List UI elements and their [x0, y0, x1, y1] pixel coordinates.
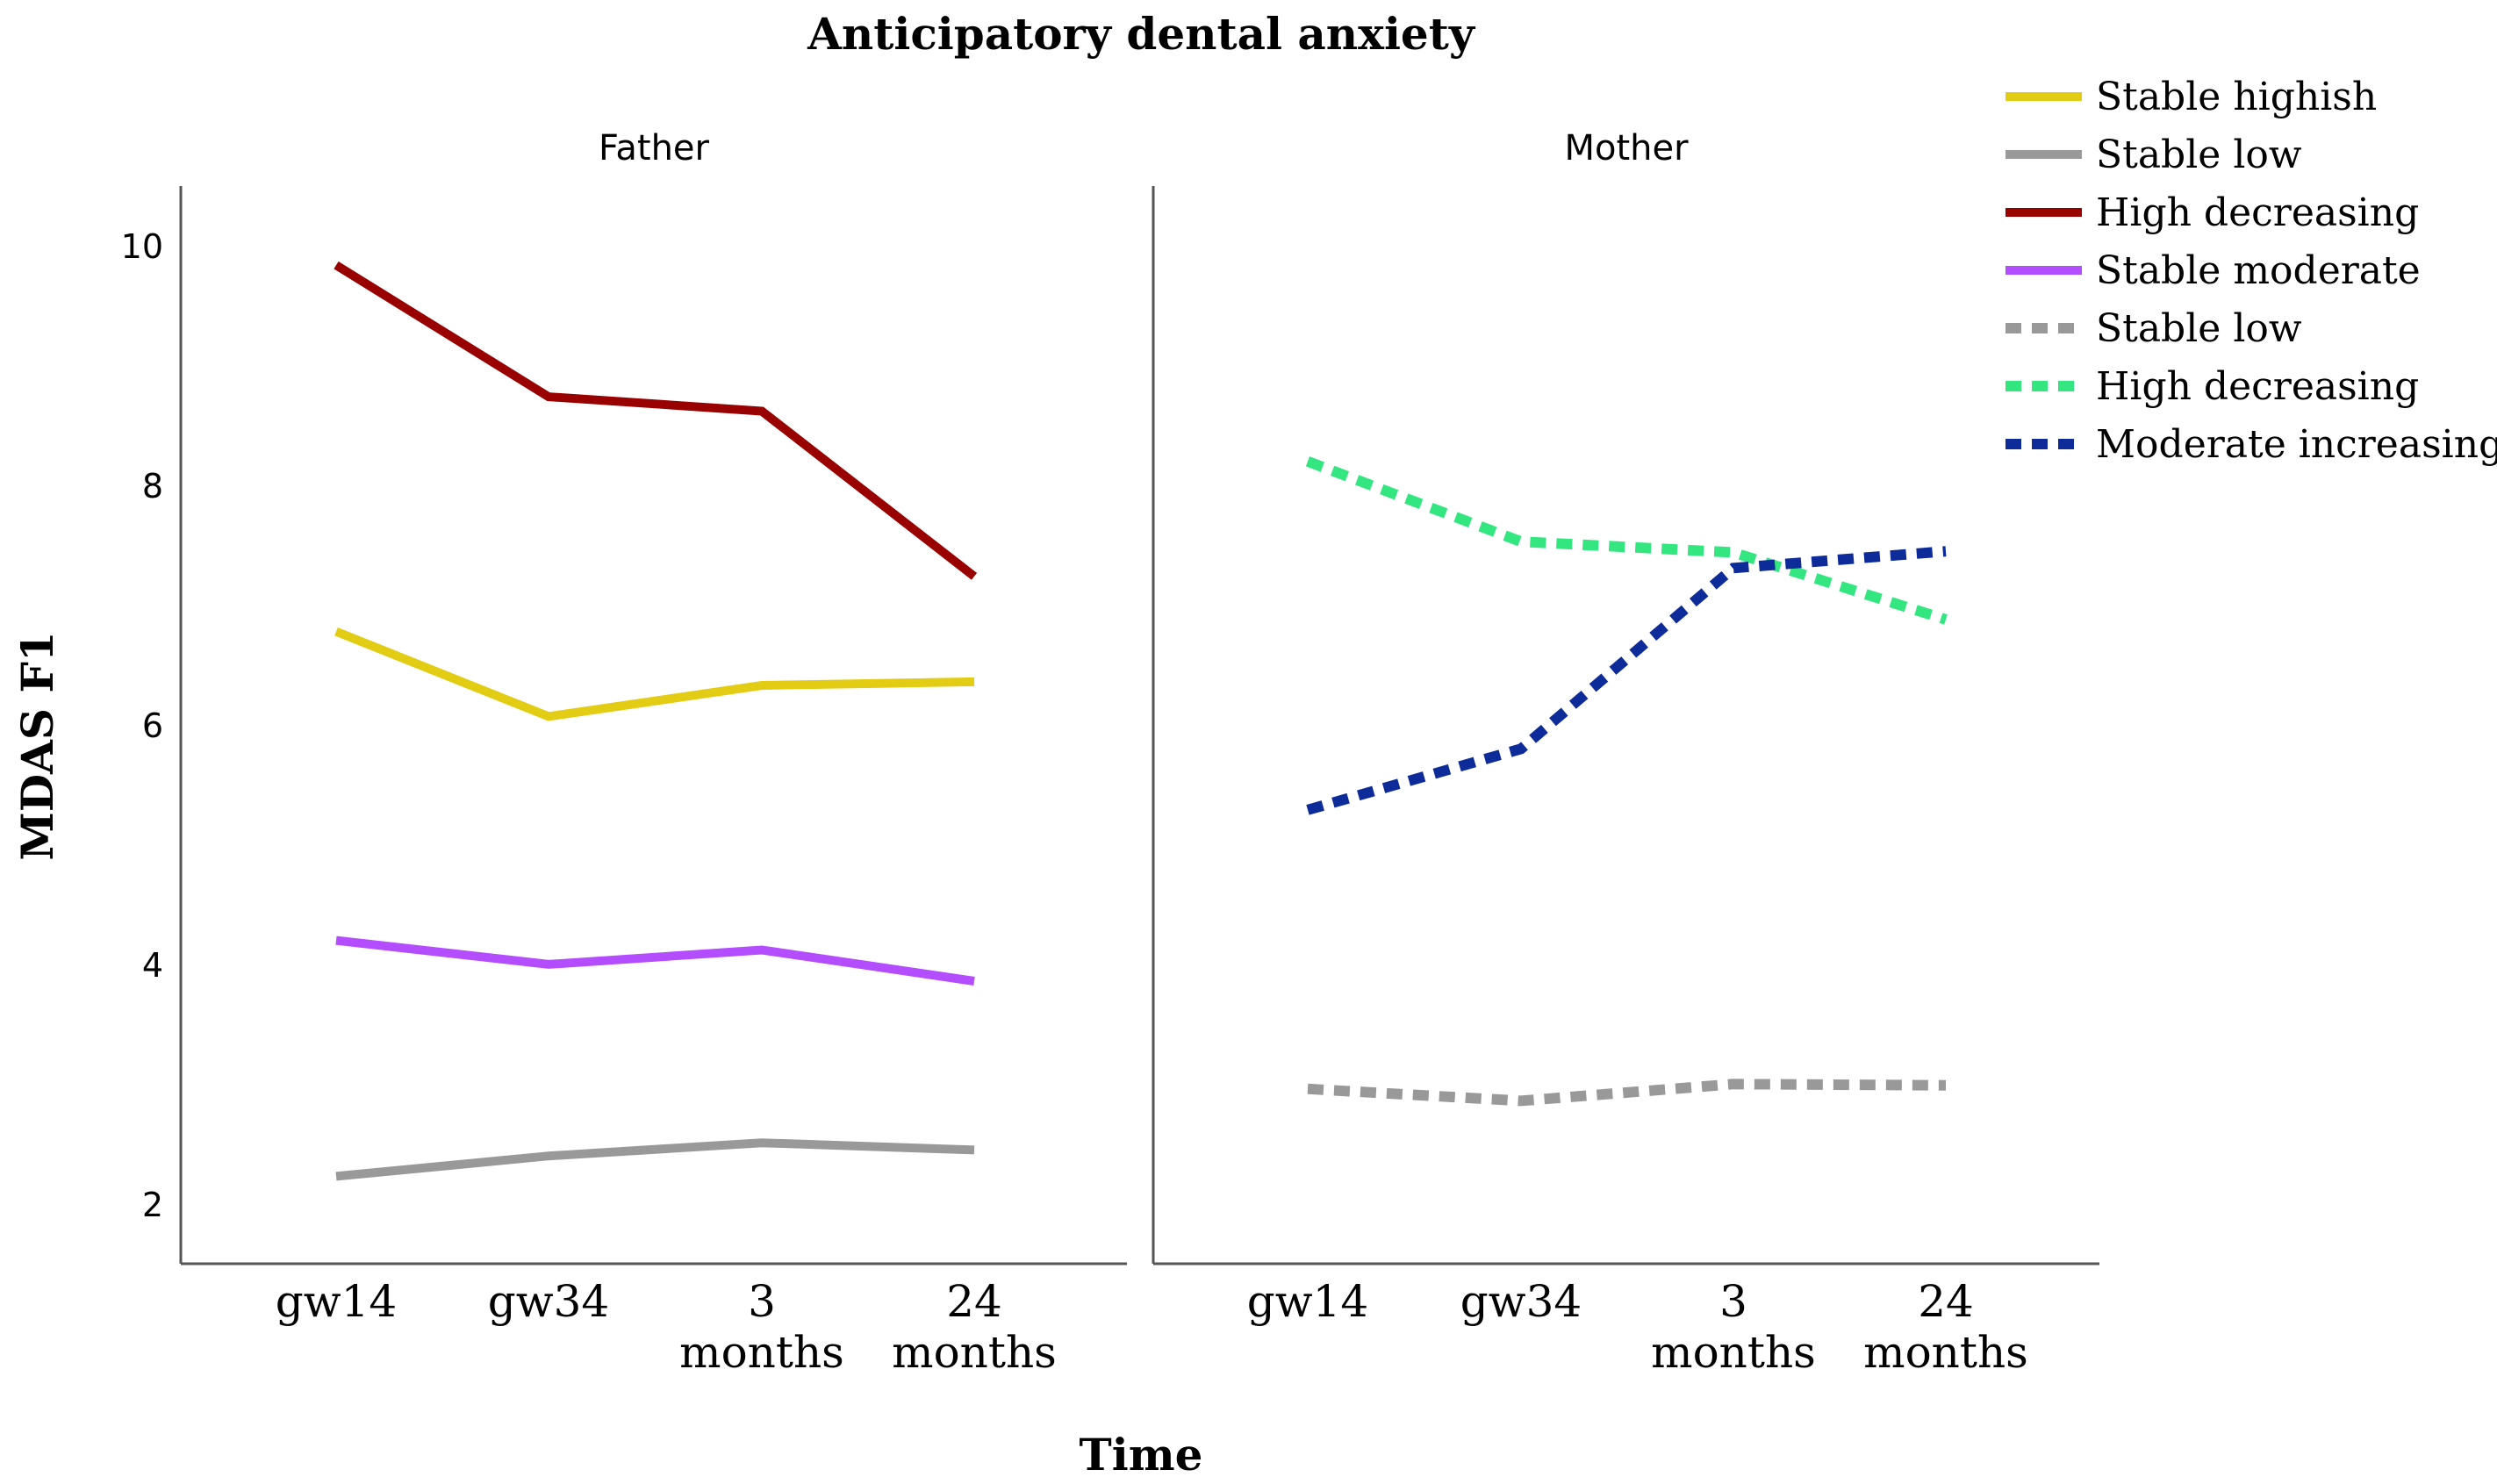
- x-tick-label: 3 months: [1651, 1276, 1816, 1378]
- x-tick-label: 3 months: [679, 1276, 844, 1378]
- series-line-high-decreasing: [334, 261, 978, 580]
- legend-label: High decreasing: [2096, 190, 2419, 235]
- legend-item: Stable low: [2005, 306, 2302, 351]
- x-tick-label: 24 months: [1863, 1276, 2028, 1378]
- x-tick-label-line: 3: [748, 1276, 776, 1327]
- x-tick-label-line: gw34: [1460, 1276, 1582, 1327]
- panel-title: Father: [599, 128, 709, 168]
- x-tick-label: 24 months: [892, 1276, 1057, 1378]
- legend-item: Moderate increasing: [2005, 422, 2497, 467]
- x-tick-label-line: 24: [1918, 1276, 1974, 1327]
- y-tick-label: 10: [121, 227, 163, 266]
- legend-label: Stable low: [2096, 133, 2302, 177]
- series-line-stable-moderate: [335, 936, 975, 986]
- legend-label: Moderate increasing: [2096, 422, 2497, 467]
- legend-item: Stable moderate: [2005, 248, 2421, 293]
- legend-label: Stable highish: [2096, 75, 2377, 119]
- x-tick-label-line: gw14: [1247, 1276, 1368, 1327]
- series-line-moderate-increasing: [1306, 546, 1947, 815]
- x-tick-label-line: months: [1863, 1327, 2028, 1378]
- y-axis-label: MDAS F1: [11, 631, 63, 860]
- y-tick-label: 2: [142, 1186, 163, 1224]
- x-tick-label: gw14: [276, 1276, 397, 1327]
- series-line-high-decreasing: [1305, 456, 1948, 625]
- y-tick-label: 4: [142, 946, 163, 985]
- legend-item: High decreasing: [2005, 190, 2419, 235]
- x-tick-label: gw34: [1460, 1276, 1582, 1327]
- y-tick-label: 8: [142, 467, 163, 505]
- legend-label: Stable low: [2096, 306, 2302, 351]
- x-tick-label-line: months: [892, 1327, 1057, 1378]
- legend-item: Stable low: [2005, 133, 2302, 177]
- x-axis-label: Time: [1080, 1429, 1203, 1480]
- x-tick-label-line: gw14: [276, 1276, 397, 1327]
- x-tick-label-line: 24: [946, 1276, 1002, 1327]
- x-tick-label-line: gw34: [488, 1276, 609, 1327]
- legend-item: Stable highish: [2005, 75, 2377, 119]
- x-tick-label-line: months: [679, 1327, 844, 1378]
- y-tick-label: 6: [142, 706, 163, 745]
- legend-label: Stable moderate: [2096, 248, 2421, 293]
- panel-title: Mother: [1564, 128, 1689, 168]
- x-tick-label-line: 3: [1719, 1276, 1747, 1327]
- x-tick-label: gw34: [488, 1276, 609, 1327]
- series-line-stable-low: [335, 1138, 975, 1181]
- legend-label: High decreasing: [2096, 364, 2419, 409]
- x-tick-label: gw14: [1247, 1276, 1368, 1327]
- x-tick-label-line: months: [1651, 1327, 1816, 1378]
- legend: Stable highish Stable low High decreasing S…: [2005, 75, 2497, 467]
- series-line-stable-low: [1307, 1079, 1947, 1107]
- series-line-stable-highish: [334, 627, 975, 721]
- chart-title: Anticipatory dental anxiety: [807, 8, 1476, 60]
- legend-item: High decreasing: [2005, 364, 2419, 409]
